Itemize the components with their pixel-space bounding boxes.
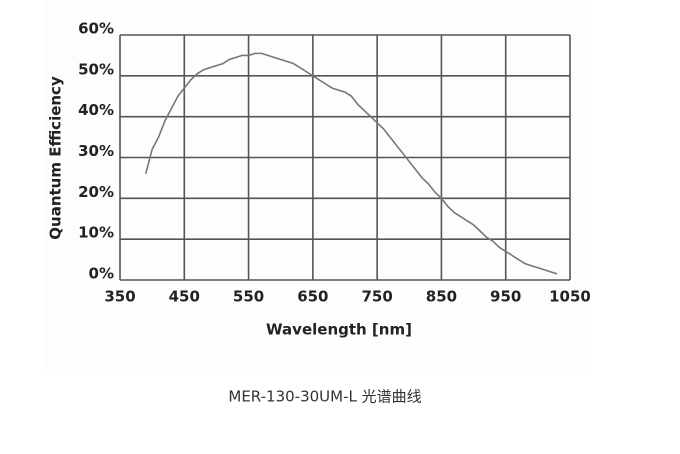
qe-curve [144,52,558,275]
x-tick-label: 550 [233,288,264,306]
y-tick-label: 50% [78,60,114,78]
x-tick-label: 750 [361,288,392,306]
x-tick-label: 950 [490,288,521,306]
y-axis-label: Quantum Efficiency [47,76,65,240]
x-tick-label: 850 [426,288,457,306]
y-tick-label: 30% [78,142,114,160]
caption: MER-130-30UM-L 光谱曲线 [228,388,421,406]
x-tick-label: 650 [297,288,328,306]
y-tick-label: 20% [78,183,114,201]
y-tick-label: 40% [78,101,114,119]
y-tick-label: 10% [78,224,114,242]
chart-panel [45,0,590,375]
x-tick-label: 350 [104,288,135,306]
x-axis-label: Wavelength [nm] [266,321,412,339]
x-tick-label: 450 [169,288,200,306]
x-tick-label: 1050 [549,288,591,306]
y-tick-label: 60% [78,20,114,38]
y-tick-label: 0% [89,265,114,283]
